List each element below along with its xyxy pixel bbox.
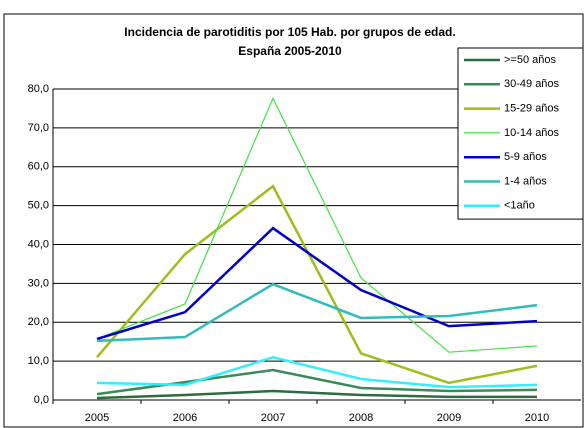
y-tick-label: 20,0: [28, 316, 49, 328]
x-tick-label: 2010: [525, 412, 549, 424]
series-line: [96, 355, 538, 389]
series-line: [96, 389, 537, 400]
x-tick-label: 2008: [349, 412, 373, 424]
series-line: [96, 96, 538, 353]
series-line: [96, 282, 538, 343]
legend-label: 15-29 años: [504, 103, 560, 115]
series-line: [96, 184, 538, 385]
y-tick-label: 70,0: [28, 122, 49, 134]
x-tick-label: 2005: [85, 412, 109, 424]
legend-label: 1-4 años: [504, 175, 547, 187]
x-tick-label: 2006: [173, 412, 197, 424]
legend-label: >=50 años: [504, 54, 556, 66]
legend-label: 10-14 años: [504, 127, 560, 139]
y-tick-label: 30,0: [28, 277, 49, 289]
legend-label: 5-9 años: [504, 151, 547, 163]
y-tick-label: 0,0: [34, 394, 49, 406]
legend-label: <1año: [504, 200, 535, 212]
y-tick-label: 50,0: [28, 200, 49, 212]
y-tick-label: 40,0: [28, 238, 49, 250]
legend-label: 30-49 años: [504, 78, 560, 90]
x-tick-label: 2007: [261, 412, 285, 424]
y-tick-label: 60,0: [28, 161, 49, 173]
chart-subtitle: España 2005-2010: [238, 44, 342, 58]
legend-box: [457, 47, 584, 220]
series-line: [96, 226, 538, 341]
x-tick-label: 2009: [437, 412, 461, 424]
y-tick-label: 10,0: [28, 355, 49, 367]
chart-title: Incidencia de parotiditis por 105 Hab. p…: [124, 25, 455, 39]
y-tick-label: 80,0: [28, 83, 49, 95]
